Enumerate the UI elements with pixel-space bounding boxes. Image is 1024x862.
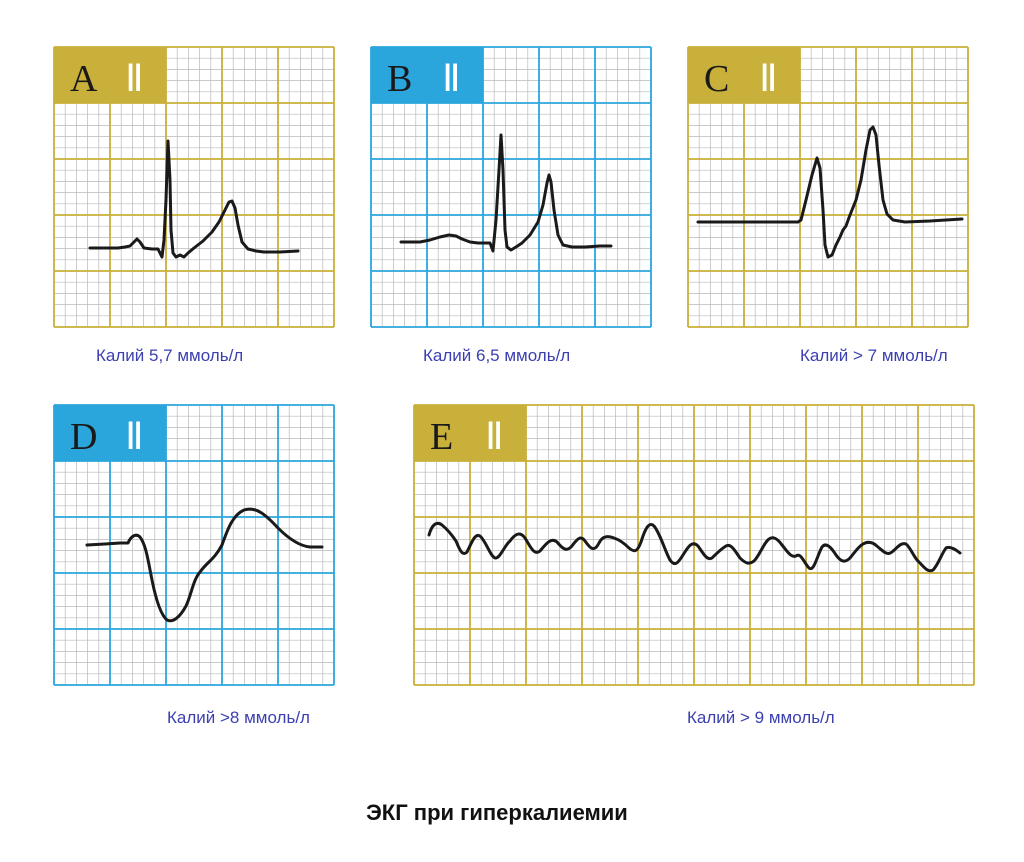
panel-e: E Ⅱ Калий > 9 ммоль/л <box>413 404 975 727</box>
panel-d-grid <box>53 404 335 686</box>
panel-c-lead: Ⅱ <box>759 58 778 100</box>
panel-c-ecg-trace <box>696 125 964 259</box>
panel-e-letter: E <box>430 416 453 458</box>
panel-b-caption: Калий 6,5 ммоль/л <box>423 346 570 365</box>
panel-b-label-box <box>371 47 483 103</box>
panel-b-lead: Ⅱ <box>442 58 461 100</box>
panel-b-letter: B <box>387 58 412 100</box>
panel-d-label-box <box>54 405 166 461</box>
panel-e-caption: Калий > 9 ммоль/л <box>687 708 835 727</box>
panel-c: C Ⅱ Калий > 7 ммоль/л <box>687 46 969 365</box>
panel-a-letter: A <box>70 58 98 100</box>
panel-a: A Ⅱ Калий 5,7 ммоль/л <box>53 46 335 365</box>
panel-c-label-box <box>688 47 800 103</box>
panel-d-lead: Ⅱ <box>125 416 144 458</box>
panel-b-grid <box>370 46 652 328</box>
panel-a-lead: Ⅱ <box>125 58 144 100</box>
panel-e-label-box <box>414 405 526 461</box>
panel-a-label-box <box>54 47 166 103</box>
panel-e-ecg-trace <box>427 521 962 573</box>
panel-d-ecg-trace <box>85 507 324 623</box>
panel-c-letter: C <box>704 58 729 100</box>
panel-d: D Ⅱ Калий >8 ммоль/л <box>53 404 335 727</box>
panel-b: B Ⅱ Калий 6,5 ммоль/л <box>370 46 652 365</box>
panel-e-lead: Ⅱ <box>485 416 504 458</box>
panel-d-caption: Калий >8 ммоль/л <box>167 708 310 727</box>
panel-d-letter: D <box>70 416 97 458</box>
figure-title: ЭКГ при гиперкалиемии <box>366 800 628 825</box>
panel-c-caption: Калий > 7 ммоль/л <box>800 346 948 365</box>
panel-b-ecg-trace <box>399 133 613 253</box>
panel-a-ecg-trace <box>88 139 300 259</box>
panel-a-caption: Калий 5,7 ммоль/л <box>96 346 243 365</box>
